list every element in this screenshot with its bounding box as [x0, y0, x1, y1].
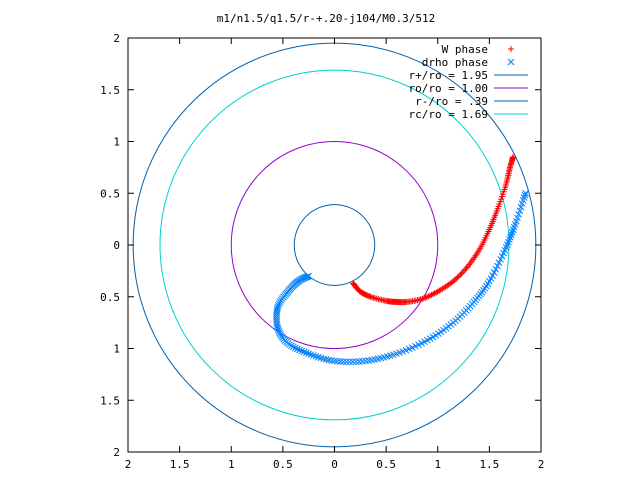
axis-ticks [127, 37, 542, 453]
point-s1-136 [495, 259, 503, 267]
point-s1-133 [490, 269, 498, 276]
x-tick-label-0: 2 [125, 458, 132, 471]
point-s1-53 [289, 343, 297, 351]
legend-label-0: W phase [442, 43, 488, 56]
point-s1-159 [521, 191, 529, 199]
y-tick-label-5: 0.5 [100, 187, 120, 200]
y-tick-label-7: 1.5 [100, 84, 120, 97]
y-tick-label-8: 2 [113, 32, 120, 45]
point-s1-56 [296, 346, 303, 354]
y-tick-label-3: 0.5 [100, 291, 120, 304]
x-tick-label-1: 1.5 [170, 458, 190, 471]
x-tick-label-6: 1 [434, 458, 441, 471]
point-s1-60 [305, 350, 313, 358]
point-s0-87 [459, 269, 466, 276]
point-s1-68 [325, 356, 333, 364]
x-tick-label-8: 2 [538, 458, 545, 471]
y-tick-label-1: 1.5 [100, 394, 120, 407]
point-s1-27 [276, 298, 284, 306]
point-s1-132 [489, 272, 496, 279]
point-s1-52 [288, 342, 295, 350]
y-tick-label-2: 1 [113, 343, 120, 356]
y-tick-labels: 2 1.5 1 0.5 0 0.5 1 1.5 2 [100, 32, 120, 459]
x-tick-label-4: 0 [331, 458, 338, 471]
point-s1-71 [334, 357, 341, 365]
point-s0-82 [453, 275, 460, 282]
point-s1-29 [274, 301, 282, 309]
legend-sample-1 [507, 58, 515, 66]
point-s1-69 [328, 357, 336, 364]
point-s1-152 [514, 214, 521, 222]
x-tick-label-7: 1.5 [479, 458, 499, 471]
point-s1-30 [274, 303, 282, 311]
point-s1-74 [343, 358, 350, 366]
point-s0-83 [454, 274, 461, 281]
point-s0-85 [457, 271, 464, 278]
x-tick-label-5: 0.5 [376, 458, 396, 471]
point-s1-72 [337, 358, 344, 365]
point-s1-59 [303, 349, 310, 357]
y-tick-label-4: 0 [113, 239, 120, 252]
point-s1-28 [275, 300, 283, 307]
point-s1-40 [274, 324, 282, 332]
circle-5 [159, 69, 510, 421]
point-s1-134 [492, 265, 500, 273]
legend-sample-0 [508, 46, 514, 52]
y-tick-label-0: 2 [113, 446, 120, 459]
point-s0-88 [461, 267, 468, 274]
point-s1-76 [349, 358, 357, 366]
circle-3 [230, 141, 439, 349]
point-s1-58 [300, 348, 308, 356]
circle-4 [293, 204, 376, 286]
point-s1-61 [307, 351, 315, 358]
point-s1-75 [346, 358, 354, 366]
point-s1-54 [291, 344, 299, 352]
point-s0-84 [455, 273, 462, 280]
point-s1-55 [294, 345, 301, 353]
legend-label-3: ro/ro = 1.00 [409, 82, 488, 95]
point-s1-41 [274, 326, 282, 333]
point-s1-57 [298, 347, 306, 355]
point-s1-135 [494, 262, 501, 270]
plot-area [132, 42, 537, 448]
legend-label-4: r-/ro = .39 [415, 95, 488, 108]
legend-label-2: r+/ro = 1.95 [409, 69, 488, 82]
point-s1-153 [515, 211, 522, 218]
point-s1-160 [522, 189, 529, 197]
point-s1-43 [276, 329, 284, 337]
legend-label-1: drho phase [422, 56, 488, 69]
x-tick-labels: 2 1.5 1 0.5 0 0.5 1 1.5 2 [125, 458, 545, 471]
point-s0-86 [458, 270, 465, 277]
y-tick-label-6: 1 [113, 136, 120, 149]
point-s1-137 [497, 256, 504, 263]
point-s1-78 [355, 358, 363, 365]
point-s1-73 [340, 358, 347, 366]
x-tick-label-3: 0.5 [273, 458, 293, 471]
point-s1-158 [520, 194, 528, 201]
point-s1-38 [273, 320, 281, 328]
x-tick-label-2: 1 [228, 458, 235, 471]
point-s0-150 [510, 154, 517, 161]
legend-label-5: rc/ro = 1.69 [409, 108, 488, 121]
point-s1-154 [516, 207, 524, 215]
chart-title: m1/n1.5/q1.5/r-+.20-j104/M0.3/512 [217, 12, 436, 25]
point-s1-77 [352, 358, 360, 366]
point-s1-42 [275, 327, 283, 335]
point-s1-70 [331, 357, 338, 365]
